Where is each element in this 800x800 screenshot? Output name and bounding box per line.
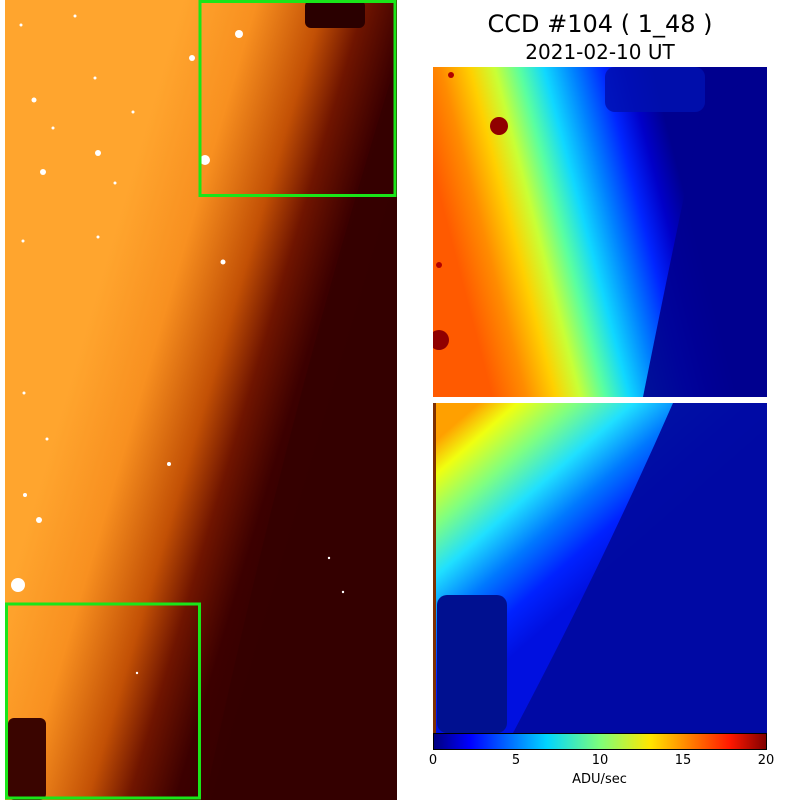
observation-date: 2021-02-10 UT bbox=[525, 40, 675, 64]
highlight-box-bottom-left bbox=[5, 602, 201, 800]
zoom-top-right-svg bbox=[433, 67, 767, 397]
ccd-title: CCD #104 ( 1_48 ) bbox=[487, 10, 713, 38]
colorbar-tick-20: 20 bbox=[757, 753, 775, 768]
zoom-top-right bbox=[433, 67, 767, 397]
colorbar bbox=[433, 733, 767, 750]
star-field bbox=[11, 14, 345, 675]
ccd-full-image-svg bbox=[5, 0, 397, 800]
dark-spots bbox=[433, 72, 508, 350]
ccd-full-image bbox=[5, 0, 397, 800]
zoom-bottom-left-svg bbox=[433, 403, 767, 733]
colorbar-label: ADU/sec bbox=[572, 772, 627, 787]
colorbar-tick-15: 15 bbox=[674, 753, 692, 768]
highlight-box-top-right bbox=[198, 0, 397, 197]
zoom-bottom-left bbox=[433, 403, 767, 733]
colorbar-svg bbox=[433, 733, 767, 750]
colorbar-tick-5: 5 bbox=[511, 753, 521, 768]
colorbar-tick-0: 0 bbox=[428, 753, 438, 768]
colorbar-tick-10: 10 bbox=[591, 753, 609, 768]
